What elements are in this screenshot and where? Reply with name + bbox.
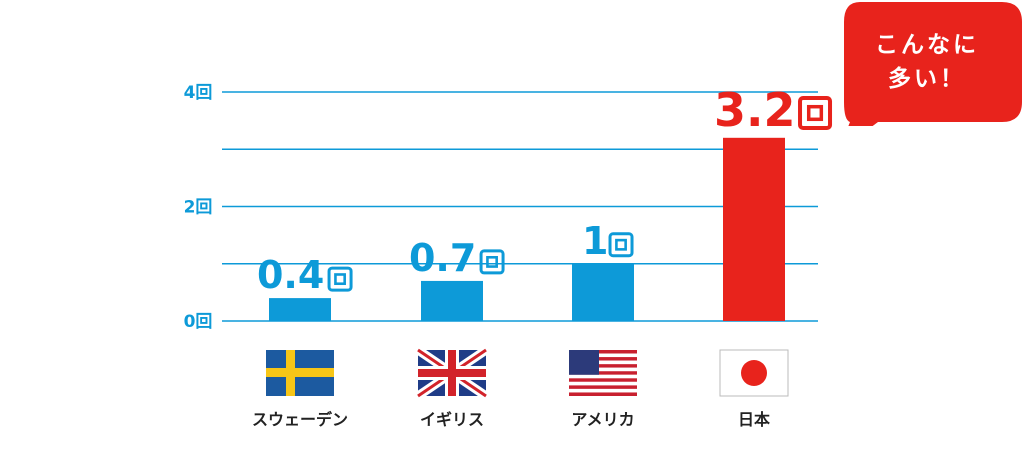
value-label: 0.7	[409, 236, 476, 280]
bar	[572, 263, 634, 321]
flags	[266, 346, 789, 400]
bar	[723, 137, 785, 321]
category-labels: スウェーデン イギリス アメリカ 日本	[252, 410, 770, 429]
category-label: スウェーデン	[252, 410, 348, 429]
y-tick-label: 2回	[184, 198, 213, 218]
unit-mark	[327, 266, 353, 292]
unit-mark-inner	[486, 256, 498, 268]
unit-mark-inner	[615, 238, 627, 251]
flag-stripe	[569, 392, 637, 396]
value-label: 0.4	[257, 253, 324, 297]
flag-field	[719, 349, 789, 397]
flag-stripe	[569, 381, 637, 386]
flag-stripe	[569, 353, 637, 358]
value-label: 1	[582, 219, 608, 263]
sweden-flag	[266, 350, 334, 396]
flag-cross	[266, 368, 334, 377]
unit-mark	[608, 232, 634, 258]
uk-flag	[415, 346, 489, 400]
flag-stripe	[569, 364, 637, 368]
flag-stripe	[569, 385, 637, 389]
flag-stripe	[569, 388, 637, 393]
unit-mark-inner	[334, 273, 346, 286]
category-label: アメリカ	[571, 410, 634, 429]
flag-cross	[418, 369, 486, 377]
flag-stripe	[569, 378, 637, 382]
flag-stripe	[569, 357, 637, 361]
bar	[269, 298, 331, 321]
flag-stripe	[569, 360, 637, 365]
value-label: 3.2	[714, 83, 796, 137]
flag-disc	[741, 360, 767, 386]
flag-stripe	[569, 371, 637, 375]
bar	[421, 280, 483, 321]
category-label: イギリス	[420, 410, 484, 429]
speech-bubble	[844, 2, 1022, 126]
unit-mark	[798, 96, 833, 130]
speech-bubble-shape	[844, 2, 1022, 126]
flag-stripe	[569, 374, 637, 379]
category-label: 日本	[738, 410, 770, 429]
unit-mark-inner	[806, 104, 824, 122]
bars	[269, 137, 785, 321]
callout-line-1: こんなに	[875, 32, 979, 58]
y-tick-label: 4回	[184, 83, 213, 103]
usa-flag	[569, 350, 637, 396]
unit-mark	[479, 249, 505, 275]
flag-stripe	[569, 367, 637, 372]
callout-text: こんなに 多い！	[852, 28, 1002, 96]
flag-stripe	[569, 350, 637, 354]
flag-canton	[569, 350, 599, 375]
value-labels: 0.4 0.7 1 3.2	[257, 83, 833, 297]
y-tick-labels: 0回 2回 4回	[184, 83, 213, 332]
japan-flag	[719, 349, 789, 397]
y-tick-label: 0回	[184, 312, 213, 332]
callout-line-2: 多い！	[888, 66, 966, 92]
grid-lines	[222, 91, 818, 322]
